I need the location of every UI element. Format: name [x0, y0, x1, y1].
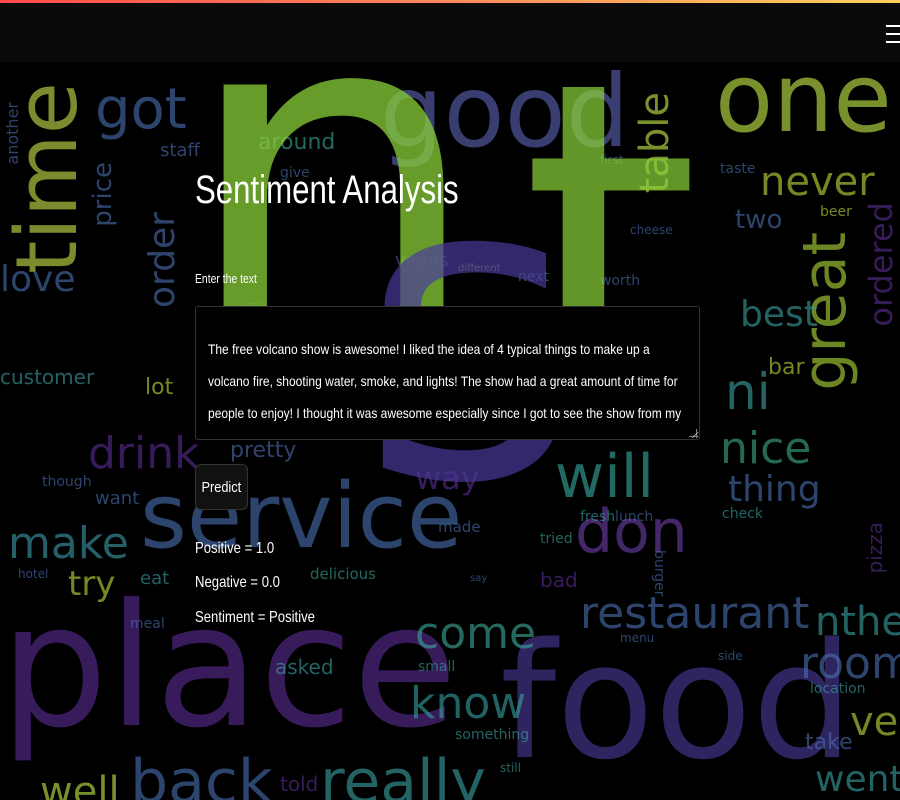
wordcloud-word: worth	[600, 273, 641, 289]
text-input-area[interactable]: The free volcano show is awesome! I like…	[195, 306, 700, 440]
wordcloud-word: asked	[275, 655, 334, 679]
text-input-label: Enter the text	[195, 271, 257, 286]
wordcloud-word: never	[760, 159, 875, 205]
negative-score: Negative = 0.0	[195, 574, 280, 591]
wordcloud-word: hotel	[18, 567, 49, 581]
wordcloud-word: best	[740, 294, 818, 335]
wordcloud-word: make	[8, 518, 129, 569]
wordcloud-word: ordered	[862, 202, 900, 327]
wordcloud-word: got	[95, 77, 187, 142]
wordcloud-word: vegas	[395, 250, 449, 271]
wordcloud-word: small	[418, 659, 456, 675]
wordcloud-word: drink	[88, 428, 200, 479]
wordcloud-word: beer	[820, 204, 852, 220]
wordcloud-word: take	[805, 730, 853, 755]
app-header	[0, 3, 900, 62]
wordcloud-word: price	[88, 162, 118, 227]
wordcloud-word: two	[735, 205, 783, 235]
wordcloud-word: one	[715, 62, 892, 154]
wordcloud-word: delicious	[310, 565, 376, 583]
wordcloud-word: burger	[651, 550, 667, 597]
wordcloud-word: will	[555, 442, 655, 512]
wordcloud-word: way	[415, 459, 480, 497]
wordcloud-word: though	[42, 474, 92, 490]
wordcloud-word: tried	[540, 531, 573, 547]
wordcloud-word: place	[0, 568, 458, 766]
wordcloud-word: location	[810, 681, 866, 697]
wordcloud-word: cheese	[630, 223, 673, 237]
wordcloud-word: ve	[850, 699, 899, 745]
wordcloud-word: pizza	[863, 522, 887, 574]
wordcloud-word: bad	[540, 568, 578, 592]
wordcloud-word: around	[258, 130, 336, 155]
sentiment-result: Sentiment = Positive	[195, 609, 315, 626]
wordcloud-word: order	[142, 212, 183, 308]
wordcloud-word: bar	[768, 355, 805, 380]
resize-grip-icon[interactable]	[689, 429, 697, 437]
wordcloud-word: lunch	[615, 509, 654, 525]
wordcloud-word: told	[280, 772, 319, 796]
wordcloud-word: good	[380, 62, 630, 170]
wordcloud-word: pretty	[230, 438, 297, 463]
positive-score: Positive = 1.0	[195, 540, 275, 557]
wordcloud-word: say	[470, 573, 488, 584]
wordcloud-word: really	[320, 747, 486, 800]
wordcloud-word: want	[95, 488, 140, 509]
word-cloud-background: place food service time good one got gre…	[0, 62, 900, 800]
wordcloud-word: taste	[720, 161, 756, 177]
wordcloud-word: side	[718, 649, 743, 663]
wordcloud-word: know	[410, 678, 527, 729]
text-input-value: The free volcano show is awesome! I like…	[208, 341, 682, 439]
wordcloud-word: something	[455, 727, 530, 743]
wordcloud-word: another	[3, 102, 22, 165]
wordcloud-word: ni	[725, 363, 771, 421]
wordcloud-word: staff	[160, 140, 200, 161]
wordcloud-word: still	[500, 761, 521, 775]
wordcloud-word: come	[415, 608, 537, 659]
wordcloud-word: thing	[728, 469, 821, 510]
wordcloud-word: restaurant	[580, 588, 810, 639]
wordcloud-word: give	[280, 165, 310, 181]
wordcloud-word: check	[722, 506, 763, 522]
wordcloud-word: well	[40, 769, 120, 800]
wordcloud-word: menu	[620, 631, 655, 645]
predict-button[interactable]: Predict	[195, 464, 248, 510]
wordcloud-word: room	[800, 638, 900, 689]
hamburger-menu-icon[interactable]	[886, 25, 900, 43]
wordcloud-word: first	[600, 153, 624, 167]
wordcloud-word: went	[815, 759, 900, 800]
wordcloud-word: fresh	[580, 509, 616, 525]
page-title: Sentiment Analysis	[195, 168, 459, 212]
wordcloud-word: eat	[140, 568, 170, 589]
wordcloud-word: food	[500, 608, 854, 795]
wordcloud-word: don	[575, 497, 688, 567]
wordcloud-word: service	[140, 464, 463, 569]
wordcloud-word: different	[458, 263, 501, 274]
wordcloud-word: try	[68, 564, 116, 604]
wordcloud-word: customer	[0, 365, 95, 389]
top-decoration-stripe	[0, 0, 900, 3]
predict-button-label: Predict	[201, 478, 242, 496]
wordcloud-word: made	[438, 518, 481, 536]
wordcloud-word: love	[0, 259, 76, 300]
wordcloud-word: nice	[720, 423, 812, 474]
wordcloud-word: nthe	[815, 599, 900, 645]
wordcloud-word: back	[130, 747, 273, 800]
wordcloud-word: meal	[130, 616, 165, 632]
wordcloud-word: next	[518, 269, 550, 285]
wordcloud-word: lot	[145, 375, 174, 400]
